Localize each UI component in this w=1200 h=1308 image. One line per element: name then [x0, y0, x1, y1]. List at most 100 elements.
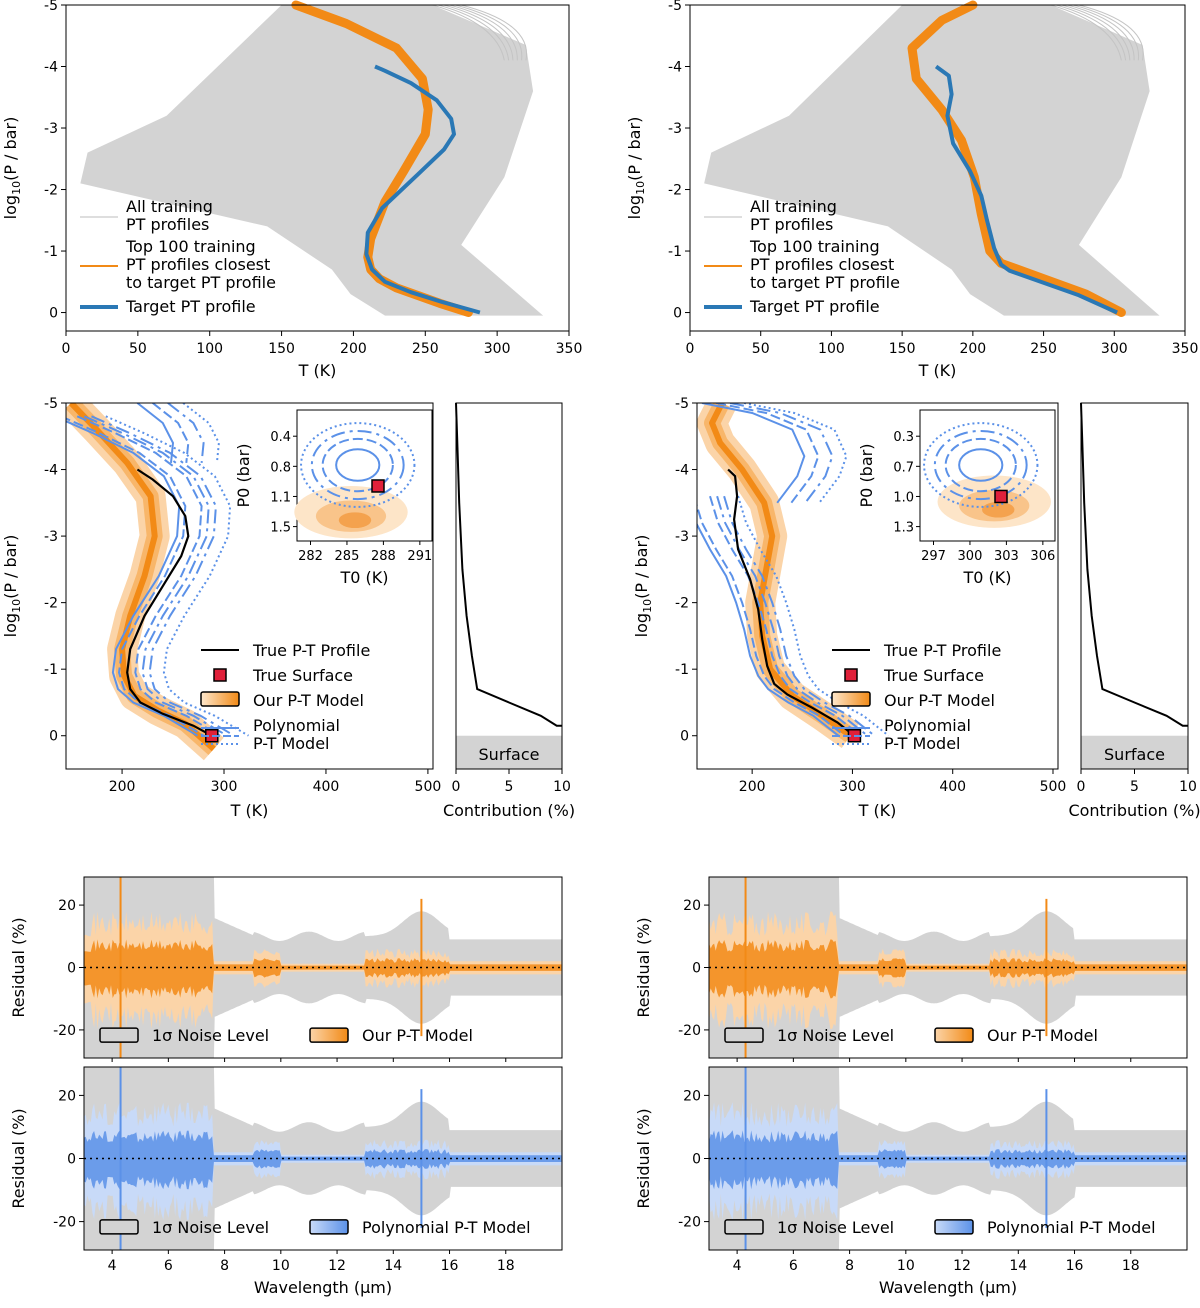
- inset-y-tick-label: 1.1: [270, 490, 291, 505]
- x-tick-label: 300: [1101, 341, 1128, 357]
- legend-model-swatch: [309, 1027, 349, 1043]
- contribution-tick-label: 0: [452, 779, 461, 795]
- training-profile-line: [461, 4, 528, 61]
- x-tick-label: 500: [1040, 779, 1067, 795]
- x-tick-label: 200: [959, 341, 986, 357]
- polynomial-model-line: [136, 403, 175, 463]
- surface-region: [456, 735, 562, 769]
- y-tick-label: -20: [53, 1023, 76, 1039]
- contribution-tick-label: 10: [553, 779, 571, 795]
- contribution-panel: Surface 0 5 10 Contribution (%): [443, 402, 575, 820]
- target-profile-line: [934, 64, 1118, 315]
- polynomial-model-line: [83, 415, 228, 737]
- training-profile-line: [1067, 4, 1135, 61]
- model-residual-outer: [709, 911, 1187, 1030]
- legend-noise-swatch: [724, 1027, 764, 1043]
- inset-x-tick-label: 303: [994, 549, 1019, 564]
- legend-label: PT profiles closest: [126, 255, 270, 274]
- legend-label: to target PT profile: [126, 273, 276, 292]
- legend-label: Polynomial: [884, 716, 971, 735]
- x-tick-label: 50: [752, 341, 770, 357]
- legend-model-swatch: [200, 691, 240, 707]
- x-tick-label: 0: [62, 341, 71, 357]
- y-axis-label: Residual (%): [634, 917, 653, 1017]
- model-residual-inner: [84, 939, 562, 999]
- y-tick-label: 0: [692, 1152, 701, 1168]
- polynomial-model-line: [167, 403, 205, 463]
- legend-model-swatch: [934, 1027, 974, 1043]
- x-tick-label: 250: [412, 341, 439, 357]
- y-tick-label: -4: [675, 463, 689, 479]
- y-tick-label: -3: [675, 529, 689, 545]
- training-profile-line: [432, 4, 505, 61]
- legend-label: True P-T Profile: [883, 641, 1001, 660]
- x-tick-label: 0: [686, 341, 695, 357]
- legend-label: True P-T Profile: [252, 641, 370, 660]
- inset-x-label: T0 (K): [962, 568, 1011, 587]
- y-tick-label: 0: [49, 729, 58, 745]
- legend-label: P-T Model: [253, 734, 330, 753]
- y-tick-label: -2: [44, 596, 58, 612]
- x-tick-label: 100: [196, 341, 223, 357]
- y-tick-label: -3: [44, 529, 58, 545]
- training-profiles-band: [704, 5, 1160, 316]
- y-tick-label: -1: [675, 662, 689, 678]
- inset-y-tick-label: 1.0: [893, 490, 914, 505]
- polynomial-model-line: [697, 502, 846, 737]
- legend-label: All training: [126, 197, 213, 216]
- y-tick-label: 20: [58, 898, 76, 914]
- legend-label: Our P-T Model: [884, 691, 995, 710]
- polynomial-model-line: [697, 522, 840, 737]
- legend-noise-swatch: [99, 1027, 139, 1043]
- legend-label: All training: [750, 197, 837, 216]
- y-tick-label: -4: [668, 60, 682, 76]
- y-tick-label: -5: [44, 396, 58, 412]
- y-tick-label: 0: [692, 961, 701, 977]
- polynomial-model-line: [701, 403, 806, 504]
- inset-x-tick-label: 306: [1030, 549, 1055, 564]
- x-tick-label: 100: [818, 341, 845, 357]
- residual-panel-1: 20 0 -20 Residual (%) 1σ Noise Level Our P-T …: [634, 876, 1188, 1062]
- inset-contour: [923, 422, 1039, 508]
- surface-region: [1081, 735, 1188, 769]
- inset-y-tick-label: 0.3: [893, 430, 914, 445]
- training-profile-line: [449, 4, 518, 61]
- pt-panel-1: 200 300 400 500 -5 -4 -3 -2 -1 0 T (K) log10(P / ba…: [632, 396, 1200, 820]
- y-tick-label: -1: [668, 244, 682, 260]
- y-axis-label: log10(P / bar): [625, 117, 647, 220]
- legend-model-swatch: [309, 1219, 349, 1235]
- training-profile-line: [1056, 4, 1127, 61]
- y-tick-label: 0: [67, 1152, 76, 1168]
- inset-y-tick-label: 0.4: [270, 430, 291, 445]
- x-tick-label: 300: [484, 341, 511, 357]
- legend-label: Our P-T Model: [362, 1026, 473, 1045]
- y-tick-label: -20: [678, 1215, 701, 1231]
- residual-plot-area: [84, 877, 562, 1058]
- y-tick-label: -20: [678, 1023, 701, 1039]
- legend-model-swatch: [934, 1219, 974, 1235]
- y-tick-label: 0: [49, 306, 58, 322]
- legend-label: Target PT profile: [125, 297, 256, 316]
- inset-x-tick-label: 291: [407, 549, 432, 564]
- x-axis-label: T (K): [298, 361, 337, 380]
- legend-label: Polynomial P-T Model: [362, 1218, 531, 1237]
- contribution-frame: [455, 402, 563, 770]
- pt-plot-area: [697, 403, 890, 748]
- inset-x-tick-label: 282: [298, 549, 323, 564]
- model-residual-inner: [709, 1130, 1187, 1190]
- y-tick-label: -4: [44, 60, 58, 76]
- legend-label: PT profiles: [126, 215, 209, 234]
- contribution-tick-label: 5: [1130, 779, 1139, 795]
- training-profile-line: [1078, 4, 1144, 61]
- y-tick-label: -1: [44, 244, 58, 260]
- polynomial-model-line: [105, 415, 250, 737]
- x-tick-label: 10: [897, 1258, 915, 1274]
- residual-plot-area: [709, 1067, 1187, 1250]
- training-profile-line: [443, 4, 514, 61]
- y-tick-label: -2: [668, 183, 682, 199]
- polynomial-model-line: [91, 415, 235, 737]
- x-tick-label: 400: [939, 779, 966, 795]
- y-tick-label: -2: [675, 596, 689, 612]
- contribution-line: [455, 402, 562, 727]
